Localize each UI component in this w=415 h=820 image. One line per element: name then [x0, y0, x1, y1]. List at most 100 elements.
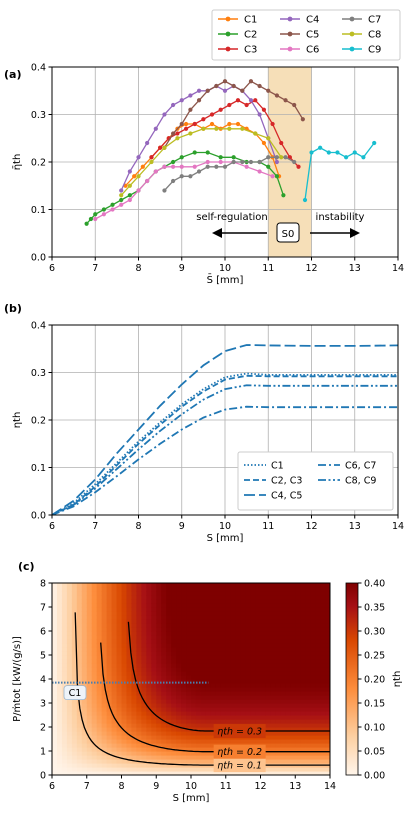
heatmap-cell: [176, 615, 182, 620]
heatmap-cell: [121, 719, 128, 724]
heatmap-cell: [210, 599, 217, 604]
heatmap-cell: [141, 703, 147, 708]
heatmap-cell: [181, 651, 187, 656]
heatmap-cell: [156, 635, 162, 640]
heatmap-cell: [315, 707, 321, 712]
heatmap-cell: [166, 627, 172, 632]
heatmap-cell: [106, 695, 113, 700]
heatmap-cell: [305, 751, 311, 756]
heatmap-cell: [200, 731, 207, 736]
heatmap-cell: [245, 591, 252, 596]
heatmap-cell: [161, 675, 167, 680]
data-point-c7: [162, 188, 167, 193]
heatmap-cell: [210, 723, 217, 728]
heatmap-cell: [250, 643, 257, 648]
heatmap-cell: [290, 767, 296, 772]
heatmap-cell: [52, 671, 58, 676]
heatmap-cell: [191, 591, 197, 596]
heatmap-cell: [71, 583, 78, 588]
heatmap-cell: [136, 639, 142, 644]
heatmap-cell: [270, 623, 276, 628]
heatmap-cell: [161, 647, 167, 652]
heatmap-cell: [76, 583, 83, 588]
heatmap-cell: [315, 611, 321, 616]
heatmap-cell: [166, 731, 172, 736]
heatmap-cell: [270, 707, 276, 712]
heatmap-cell: [131, 727, 137, 732]
heatmap-cell: [56, 691, 63, 696]
heatmap-cell: [156, 647, 162, 652]
heatmap-cell: [240, 643, 247, 648]
heatmap-cell: [151, 651, 157, 656]
heatmap-cell: [300, 703, 306, 708]
heatmap-cell: [176, 723, 182, 728]
heatmap-cell: [116, 643, 123, 648]
heatmap-cell: [71, 735, 78, 740]
heatmap-cell: [126, 591, 133, 596]
heatmap-cell: [205, 727, 212, 732]
heatmap-cell: [200, 599, 207, 604]
heatmap-cell: [81, 599, 88, 604]
heatmap-cell: [61, 731, 68, 736]
heatmap-cell: [325, 639, 330, 644]
heatmap-cell: [86, 611, 93, 616]
heatmap-cell: [166, 643, 172, 648]
heatmap-cell: [250, 771, 257, 775]
heatmap-cell: [285, 643, 291, 648]
heatmap-cell: [235, 639, 242, 644]
heatmap-cell: [156, 679, 162, 684]
heatmap-cell: [205, 711, 212, 716]
heatmap-cell: [136, 747, 142, 752]
heatmap-cell: [146, 767, 152, 772]
heatmap-cell: [225, 687, 232, 692]
heatmap-cell: [310, 727, 316, 732]
heatmap-cell: [265, 695, 272, 700]
heatmap-cell: [255, 687, 262, 692]
instability-arrowhead: [350, 228, 360, 238]
heatmap-cell: [141, 743, 147, 748]
heatmap-cell: [295, 595, 301, 600]
heatmap-cell: [96, 771, 103, 775]
heatmap-cell: [116, 635, 123, 640]
heatmap-cell: [166, 595, 172, 600]
heatmap-cell: [76, 771, 83, 775]
heatmap-cell: [305, 631, 311, 636]
heatmap-cell: [166, 715, 172, 720]
heatmap-cell: [225, 659, 232, 664]
heatmap-cell: [81, 639, 88, 644]
heatmap-cell: [131, 651, 137, 656]
heatmap-cell: [71, 747, 78, 752]
heatmap-cell: [290, 703, 296, 708]
heatmap-cell: [315, 655, 321, 660]
heatmap-cell: [285, 635, 291, 640]
heatmap-cell: [96, 711, 103, 716]
heatmap-cell: [116, 763, 123, 768]
heatmap-cell: [195, 639, 202, 644]
heatmap-cell: [61, 587, 68, 592]
data-point-c6: [218, 159, 223, 165]
heatmap-cell: [210, 727, 217, 732]
heatmap-cell: [181, 707, 187, 712]
heatmap-cell: [91, 615, 98, 620]
heatmap-cell: [151, 631, 157, 636]
heatmap-cell: [56, 639, 63, 644]
heatmap-cell: [121, 667, 128, 672]
heatmap-cell: [290, 647, 296, 652]
heatmap-cell: [96, 639, 103, 644]
heatmap-cell: [195, 679, 202, 684]
heatmap-cell: [195, 707, 202, 712]
heatmap-cell: [195, 771, 202, 775]
heatmap-cell: [106, 647, 113, 652]
heatmap-cell: [290, 683, 296, 688]
heatmap-cell: [141, 771, 147, 775]
heatmap-cell: [181, 643, 187, 648]
heatmap-cell: [136, 607, 142, 612]
heatmap-cell: [126, 607, 133, 612]
data-point-c7: [292, 159, 297, 165]
heatmap-cell: [270, 647, 276, 652]
heatmap-cell: [101, 739, 108, 744]
heatmap-cell: [176, 707, 182, 712]
heatmap-cell: [166, 631, 172, 636]
heatmap-cell: [245, 699, 252, 704]
heatmap-cell: [250, 687, 257, 692]
